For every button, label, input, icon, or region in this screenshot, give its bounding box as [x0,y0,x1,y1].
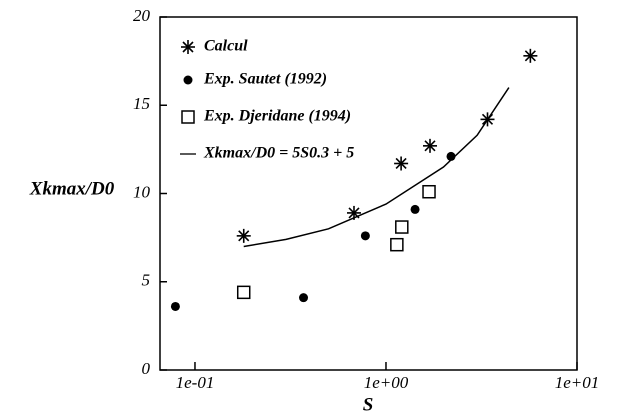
y-tick-label: 15 [133,94,150,113]
point [410,204,420,214]
y-tick-label: 20 [133,6,151,25]
point [523,48,538,63]
fit-curve [243,87,510,248]
x-tick-label: 1e+01 [555,373,600,392]
y-tick-label: 10 [133,182,151,201]
asterisk-stroke [524,50,536,62]
x-tick-label: 1e-01 [176,373,215,392]
point [423,138,438,153]
legend-label: Exp. Sautet (1992) [203,71,327,88]
point [299,293,309,303]
point [394,156,409,171]
point [360,231,370,241]
legend-marker [181,110,195,124]
asterisk-stroke [348,207,360,219]
asterisk-stroke [238,230,250,242]
y-axis-label: Xkmax/D0 [29,178,115,199]
point [236,228,251,243]
legend-label: Xkmax/D0 = 5S0.3 + 5 [203,145,354,162]
asterisk-stroke [395,157,407,170]
point [390,237,404,252]
asterisk-stroke [424,140,436,152]
x-axis-label: S [363,394,374,415]
x-tick-label: 1e+00 [364,373,409,392]
legend-marker [181,40,195,54]
point [170,301,180,311]
legend-label: Calcul [204,38,248,55]
y-tick-label: 5 [142,271,151,290]
point [422,184,436,199]
legend-marker [183,75,193,85]
point [395,220,409,234]
point [236,285,251,300]
legend-label: Exp. Djeridane (1994) [203,108,351,125]
asterisk-stroke [182,41,194,53]
y-tick-label: 0 [142,359,151,378]
